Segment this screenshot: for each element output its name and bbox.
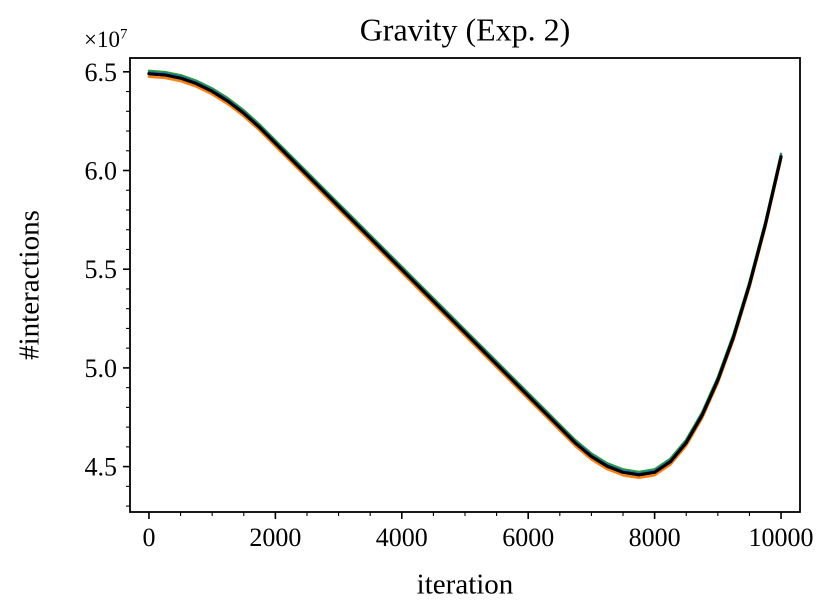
y-tick-label: 5.5 (85, 255, 118, 284)
y-axis-offset-base: ×10 (84, 27, 120, 52)
x-tick-label: 10000 (749, 523, 814, 552)
y-tick-label: 5.0 (85, 354, 118, 383)
y-tick-label: 6.5 (85, 58, 118, 87)
x-tick-label: 0 (142, 523, 155, 552)
y-axis-offset-exponent: 7 (119, 26, 128, 43)
x-tick-label: 4000 (376, 523, 428, 552)
series-run-orange (147, 75, 783, 480)
x-axis-label: iteration (416, 568, 514, 601)
y-axis-offset-label: ×107 (84, 27, 127, 53)
axes-spines (129, 57, 801, 513)
y-axis-label: #interactions (13, 210, 46, 360)
x-tick-label: 6000 (502, 523, 554, 552)
x-tick-label: 8000 (629, 523, 681, 552)
y-tick-label: 4.5 (85, 453, 118, 482)
x-tick-label: 2000 (249, 523, 301, 552)
y-tick-label: 6.0 (85, 157, 118, 186)
chart-title: Gravity (Exp. 2) (359, 11, 571, 48)
plot-background (130, 58, 800, 512)
series-mean (147, 72, 783, 477)
